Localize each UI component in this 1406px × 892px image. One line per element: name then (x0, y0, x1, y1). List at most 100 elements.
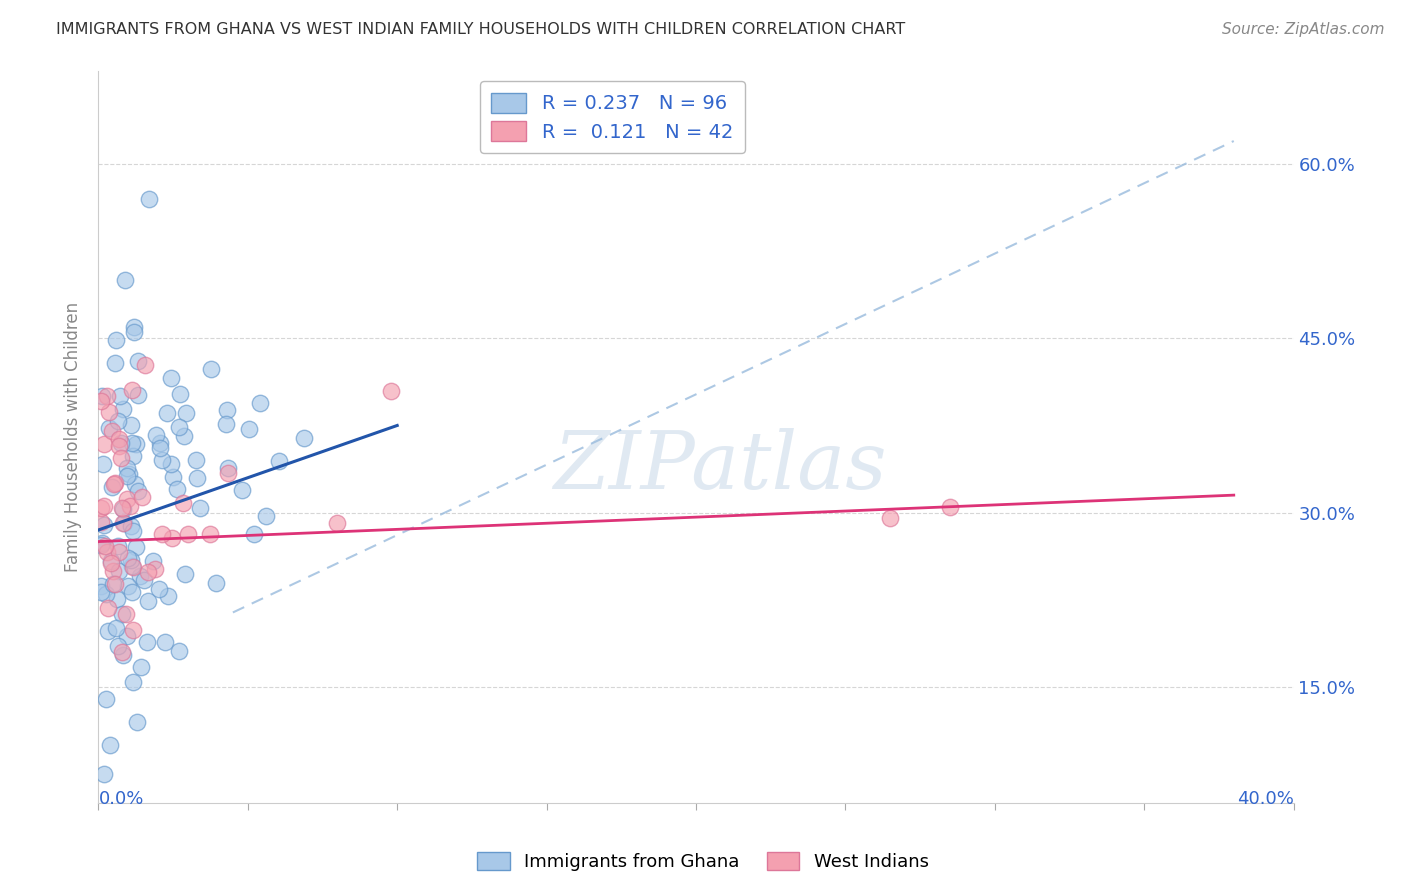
Point (90, 538, 112, 552)
Point (90, 579, 112, 593)
Point (136, 565, 159, 579)
Point (117, 629, 139, 643)
Point (127, 387, 149, 401)
Point (121, 384, 143, 398)
Text: 40.0%: 40.0% (1237, 789, 1294, 807)
Point (120, 553, 142, 567)
Point (186, 453, 208, 467)
Point (101, 424, 124, 438)
Point (254, 508, 277, 523)
Point (121, 519, 143, 533)
Point (93, 766, 115, 780)
Point (138, 192, 160, 206)
Point (160, 370, 183, 384)
Point (166, 482, 188, 496)
Point (110, 450, 132, 465)
Point (96, 545, 118, 559)
Point (122, 326, 145, 340)
Point (96, 692, 118, 706)
Point (215, 417, 238, 431)
Point (111, 648, 134, 662)
Point (127, 354, 149, 368)
Point (115, 461, 138, 475)
Point (93, 517, 115, 532)
Point (107, 439, 129, 453)
Point (162, 469, 184, 483)
Point (111, 516, 134, 530)
Point (121, 674, 143, 689)
Point (120, 418, 142, 433)
Point (101, 564, 124, 578)
Point (110, 435, 132, 450)
Point (124, 319, 146, 334)
Legend: Immigrants from Ghana, West Indians: Immigrants from Ghana, West Indians (470, 845, 936, 879)
Point (231, 483, 253, 497)
Point (939, 500, 962, 514)
Point (112, 501, 135, 516)
Point (111, 501, 134, 516)
Legend: R = 0.237   N = 96, R =  0.121   N = 42: R = 0.237 N = 96, R = 0.121 N = 42 (479, 81, 745, 153)
Point (174, 567, 197, 582)
Point (118, 467, 141, 482)
Point (141, 554, 163, 568)
Point (125, 436, 148, 450)
Point (121, 585, 143, 599)
Point (122, 449, 145, 463)
Point (120, 499, 142, 513)
Point (148, 582, 170, 596)
Point (101, 480, 124, 494)
Point (200, 362, 222, 376)
Point (90, 515, 112, 529)
Point (122, 623, 145, 637)
Point (104, 577, 127, 591)
Point (98, 420, 121, 434)
Point (135, 635, 157, 649)
Point (160, 531, 183, 545)
Point (879, 511, 901, 525)
Point (117, 469, 139, 483)
Point (105, 591, 128, 606)
Point (153, 634, 176, 648)
Point (103, 476, 125, 491)
Point (111, 607, 134, 621)
Point (94, 539, 117, 553)
Point (148, 435, 170, 450)
Point (97, 601, 120, 615)
Point (104, 475, 127, 490)
Y-axis label: Family Households with Children: Family Households with Children (63, 302, 82, 572)
Point (97, 624, 120, 638)
Point (169, 420, 191, 434)
Point (249, 396, 271, 410)
Point (156, 589, 179, 603)
Point (129, 569, 152, 583)
Text: ZIPatlas: ZIPatlas (553, 427, 887, 505)
Point (91, 458, 114, 472)
Point (172, 496, 194, 510)
Point (380, 384, 402, 398)
Point (104, 333, 127, 347)
Point (127, 714, 149, 729)
Point (125, 541, 148, 555)
Point (122, 524, 145, 538)
Point (243, 527, 266, 541)
Point (98, 738, 122, 752)
Point (121, 435, 143, 450)
Point (91, 536, 114, 550)
Point (127, 484, 149, 499)
Point (108, 388, 131, 402)
Point (100, 554, 122, 568)
Point (145, 428, 167, 442)
Point (93, 437, 115, 451)
Point (94, 586, 117, 600)
Text: Source: ZipAtlas.com: Source: ZipAtlas.com (1222, 22, 1385, 37)
Point (149, 441, 172, 455)
Point (200, 527, 222, 541)
Point (114, 273, 136, 287)
Point (91, 389, 114, 403)
Point (152, 527, 174, 541)
Point (112, 516, 135, 531)
Point (177, 526, 200, 541)
Point (100, 557, 122, 571)
Point (131, 490, 153, 504)
Point (107, 545, 129, 559)
